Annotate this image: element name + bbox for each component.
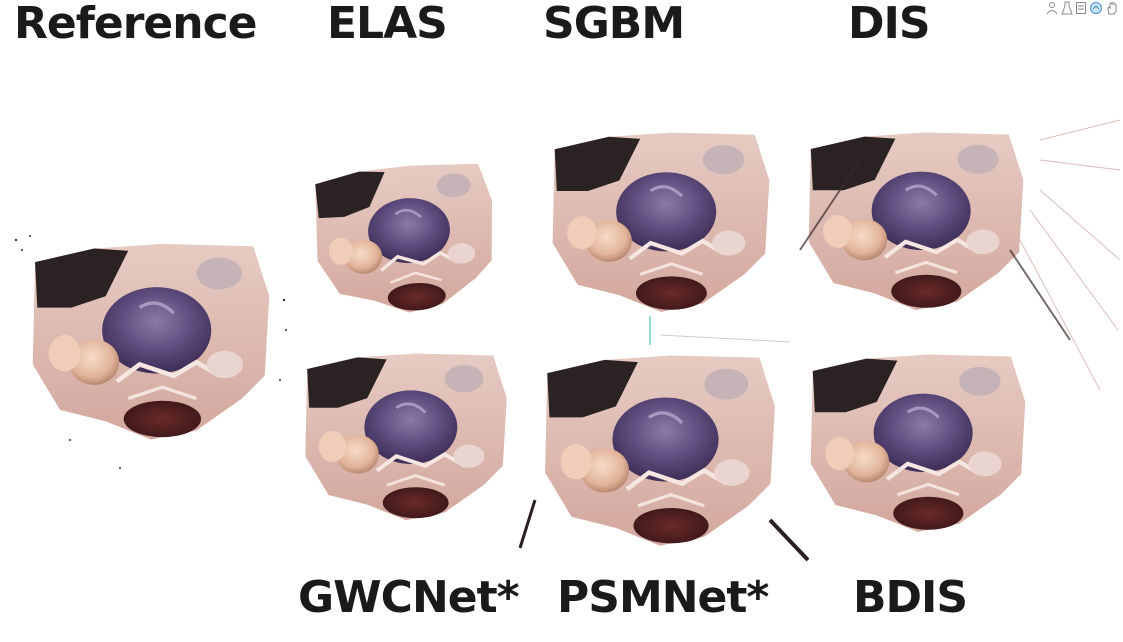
sgbm-label: SGBM [543,0,685,49]
psmnet-label: PSMNet* [557,572,769,623]
bdis-label: BDIS [853,572,968,623]
gwcnet-label: GWCNet* [298,572,520,623]
gwcnet-reconstruction [305,354,506,521]
hand-icon[interactable] [1105,1,1119,15]
psmnet-reconstruction [518,355,810,562]
dis-reconstruction [799,119,1121,391]
share-icon[interactable] [1089,1,1103,15]
reference-label: Reference [14,0,257,49]
sgbm-reconstruction [553,133,791,345]
bdis-reconstruction [811,354,1026,531]
elas-reconstruction [310,159,500,320]
viewer-toolbar [1045,1,1119,15]
flask-icon[interactable] [1061,1,1073,15]
person-icon[interactable] [1045,1,1059,15]
elas-label: ELAS [327,0,448,49]
dis-label: DIS [848,0,931,49]
reference-reconstruction [14,235,287,469]
document-icon[interactable] [1075,1,1087,15]
